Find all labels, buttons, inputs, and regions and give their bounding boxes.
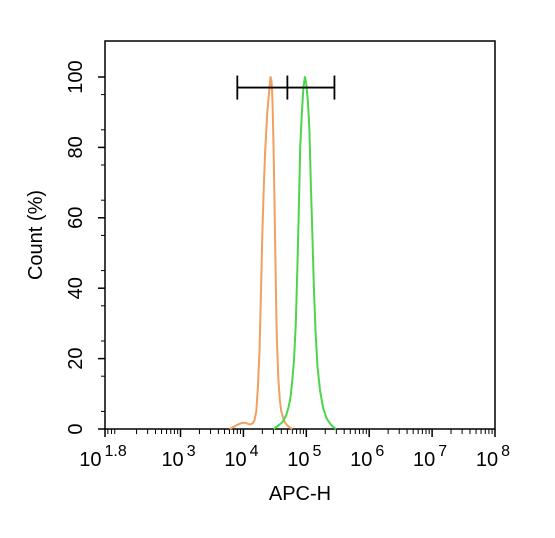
y-tick-label: 40 [65,277,87,299]
x-tick-label: 10 7 [413,443,447,471]
y-axis-ticks: 0 20 40 60 80 100 [65,60,105,435]
plot-frame [104,40,496,430]
x-tick-label: 10 3 [161,443,195,471]
y-tick-label: 80 [65,136,87,158]
y-tick-label: 0 [65,423,87,434]
x-tick-label: 10 6 [350,443,384,471]
series-layer [229,76,337,430]
x-tick-label: 10 1.8 [79,443,127,471]
x-axis-ticks: 10 1.8 10 3 10 4 10 5 10 6 10 7 10 8 [79,429,510,471]
y-tick-label: 100 [65,60,87,93]
x-axis-label: APC-H [269,483,331,505]
x-tick-label: 10 5 [287,443,321,471]
histogram-series-line [229,76,293,430]
y-tick-label: 20 [65,347,87,369]
x-minor-ticks [107,429,493,434]
histogram-series-line [272,76,337,430]
x-tick-label: 10 8 [476,443,510,471]
x-tick-label: 10 4 [224,443,258,471]
y-axis-label: Count (%) [25,190,47,280]
gate-marker [236,75,336,100]
y-tick-label: 60 [65,207,87,229]
